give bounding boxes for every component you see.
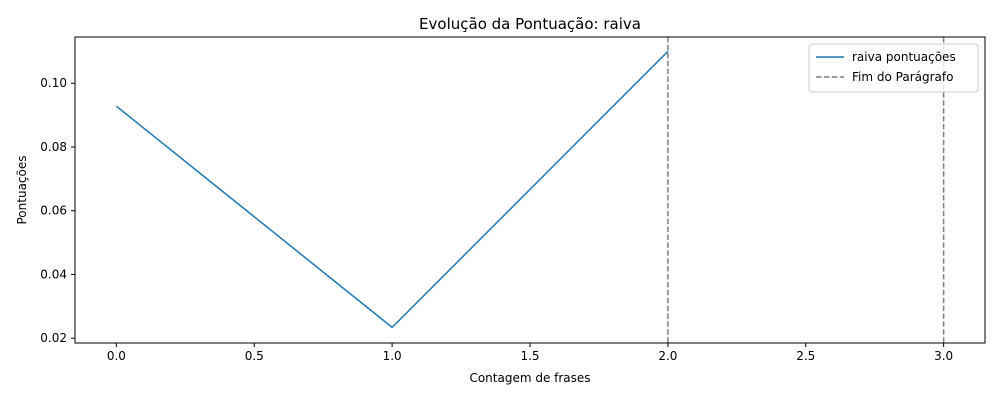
x-axis: 0.0 0.5 1.0 1.5 2.0 2.5 3.0 <box>107 343 953 363</box>
legend-label-line: raiva pontuações <box>852 50 956 64</box>
legend-box <box>808 43 979 93</box>
x-tick-label-1: 0.5 <box>245 349 264 363</box>
x-tick-label-3: 1.5 <box>520 349 539 363</box>
y-tick-label-2: 0.06 <box>40 204 67 218</box>
series-line-0 <box>115 50 669 329</box>
y-tick-label-4: 0.10 <box>40 76 67 90</box>
x-tick-label-6: 3.0 <box>934 349 953 363</box>
legend-label-dashed: Fim do Parágrafo <box>852 70 953 84</box>
y-axis-title: Pontuações <box>15 156 29 225</box>
y-axis: 0.02 0.04 0.06 0.08 0.10 <box>40 76 75 345</box>
x-tick-label-0: 0.0 <box>107 349 126 363</box>
y-tick-label-0: 0.02 <box>40 331 67 345</box>
y-tick-label-1: 0.04 <box>40 267 67 281</box>
chart-title: Evolução da Pontuação: raiva <box>419 15 641 33</box>
x-tick-label-4: 2.0 <box>658 349 677 363</box>
y-tick-label-3: 0.08 <box>40 140 67 154</box>
x-axis-title: Contagem de frases <box>469 371 590 385</box>
legend: raiva pontuações Fim do Parágrafo <box>808 43 979 93</box>
x-tick-label-2: 1.0 <box>383 349 402 363</box>
x-tick-label-5: 2.5 <box>796 349 815 363</box>
